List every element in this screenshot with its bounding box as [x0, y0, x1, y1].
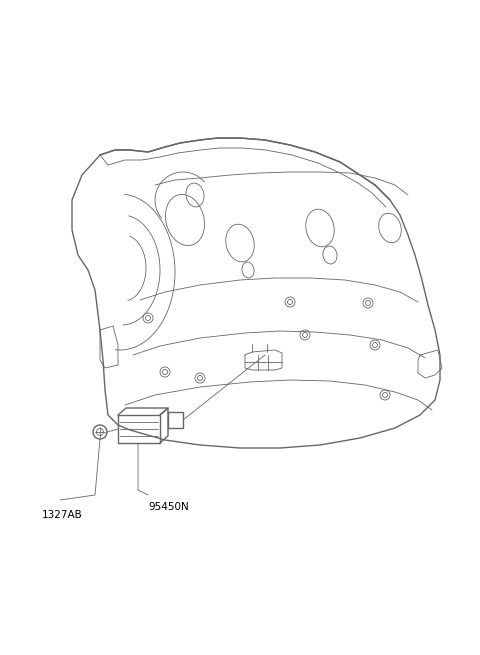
Text: 95450N: 95450N [148, 502, 189, 512]
Text: 1327AB: 1327AB [42, 510, 83, 520]
